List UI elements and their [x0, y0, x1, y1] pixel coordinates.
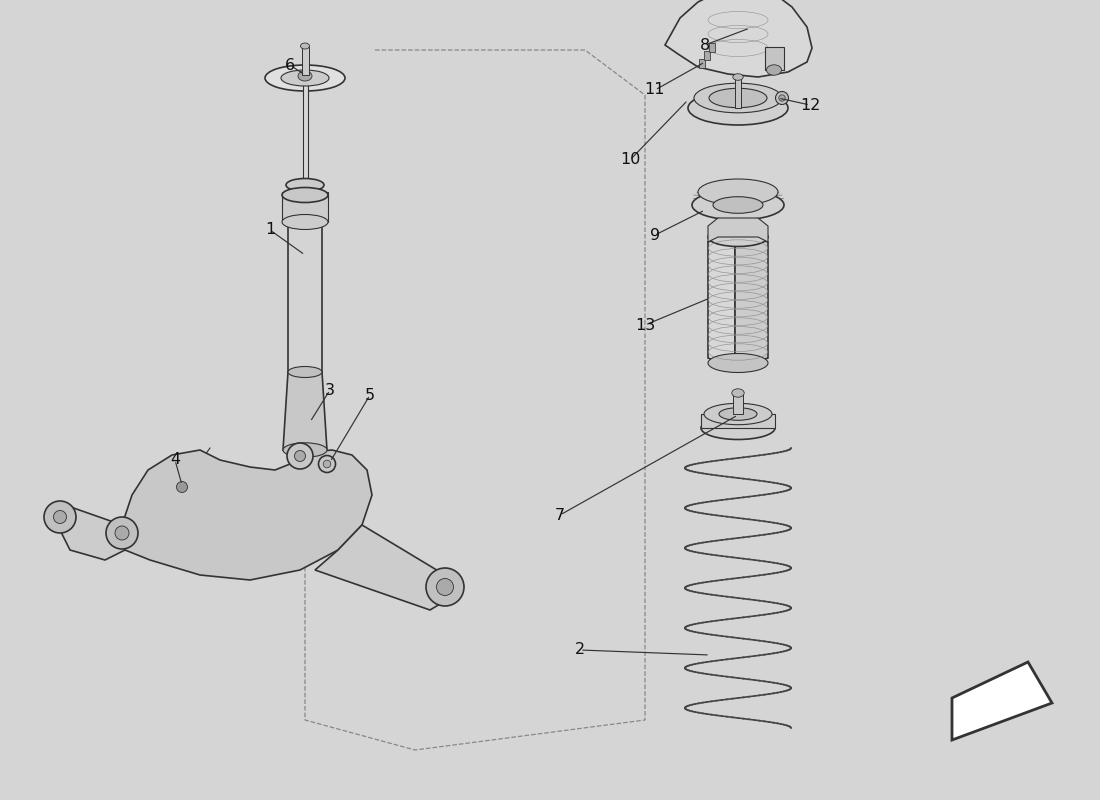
Polygon shape	[685, 671, 791, 688]
Bar	[302, 75, 308, 185]
Ellipse shape	[704, 403, 772, 425]
Ellipse shape	[710, 88, 767, 108]
Ellipse shape	[323, 460, 331, 468]
Text: 5: 5	[365, 387, 375, 402]
Ellipse shape	[286, 178, 324, 191]
Bar	[704, 50, 710, 60]
Ellipse shape	[767, 65, 781, 75]
Polygon shape	[952, 662, 1052, 740]
Ellipse shape	[701, 417, 776, 439]
Polygon shape	[122, 450, 372, 580]
Text: 13: 13	[635, 318, 656, 333]
Ellipse shape	[732, 389, 745, 398]
Ellipse shape	[265, 65, 345, 91]
Ellipse shape	[319, 455, 336, 473]
Polygon shape	[701, 414, 776, 428]
Polygon shape	[685, 471, 791, 488]
Ellipse shape	[282, 214, 328, 230]
Polygon shape	[735, 232, 768, 368]
Ellipse shape	[54, 510, 66, 523]
Text: 1: 1	[265, 222, 275, 238]
Text: 8: 8	[700, 38, 711, 53]
Bar	[700, 58, 705, 68]
Ellipse shape	[426, 568, 464, 606]
Ellipse shape	[300, 43, 309, 49]
Ellipse shape	[44, 501, 76, 533]
Ellipse shape	[298, 71, 312, 81]
Ellipse shape	[708, 227, 768, 246]
Polygon shape	[685, 551, 791, 568]
Ellipse shape	[694, 83, 782, 113]
Polygon shape	[666, 0, 812, 77]
Ellipse shape	[116, 526, 129, 540]
Polygon shape	[685, 631, 791, 648]
Polygon shape	[685, 591, 791, 608]
Ellipse shape	[713, 197, 763, 214]
Bar	[764, 47, 784, 70]
Bar	[710, 42, 715, 52]
Polygon shape	[685, 431, 791, 448]
Text: 2: 2	[575, 642, 585, 658]
Polygon shape	[283, 372, 327, 450]
Text: 9: 9	[650, 227, 660, 242]
Text: 12: 12	[800, 98, 821, 113]
Ellipse shape	[282, 187, 328, 202]
Ellipse shape	[288, 366, 322, 378]
Ellipse shape	[688, 91, 788, 125]
Ellipse shape	[708, 354, 768, 373]
Ellipse shape	[719, 408, 757, 420]
Polygon shape	[315, 525, 455, 610]
Ellipse shape	[437, 578, 453, 595]
Bar	[302, 47, 308, 75]
Polygon shape	[55, 505, 125, 560]
Ellipse shape	[733, 74, 744, 80]
Ellipse shape	[287, 443, 314, 469]
Ellipse shape	[106, 517, 138, 549]
Polygon shape	[708, 232, 735, 368]
Text: 7: 7	[554, 507, 565, 522]
Polygon shape	[685, 711, 791, 728]
Polygon shape	[708, 218, 768, 242]
Ellipse shape	[698, 179, 778, 205]
Text: 11: 11	[645, 82, 665, 98]
Polygon shape	[685, 511, 791, 528]
Ellipse shape	[295, 450, 306, 462]
Text: 3: 3	[324, 382, 336, 398]
Bar	[282, 192, 328, 222]
Ellipse shape	[776, 91, 789, 105]
Bar	[735, 78, 741, 108]
Ellipse shape	[280, 70, 329, 86]
Ellipse shape	[283, 442, 327, 457]
Ellipse shape	[779, 94, 785, 102]
Text: 6: 6	[285, 58, 295, 73]
Text: 10: 10	[619, 153, 640, 167]
Polygon shape	[288, 222, 322, 372]
Bar	[733, 394, 742, 414]
Ellipse shape	[692, 190, 784, 220]
Ellipse shape	[176, 482, 187, 493]
Text: 4: 4	[169, 453, 180, 467]
